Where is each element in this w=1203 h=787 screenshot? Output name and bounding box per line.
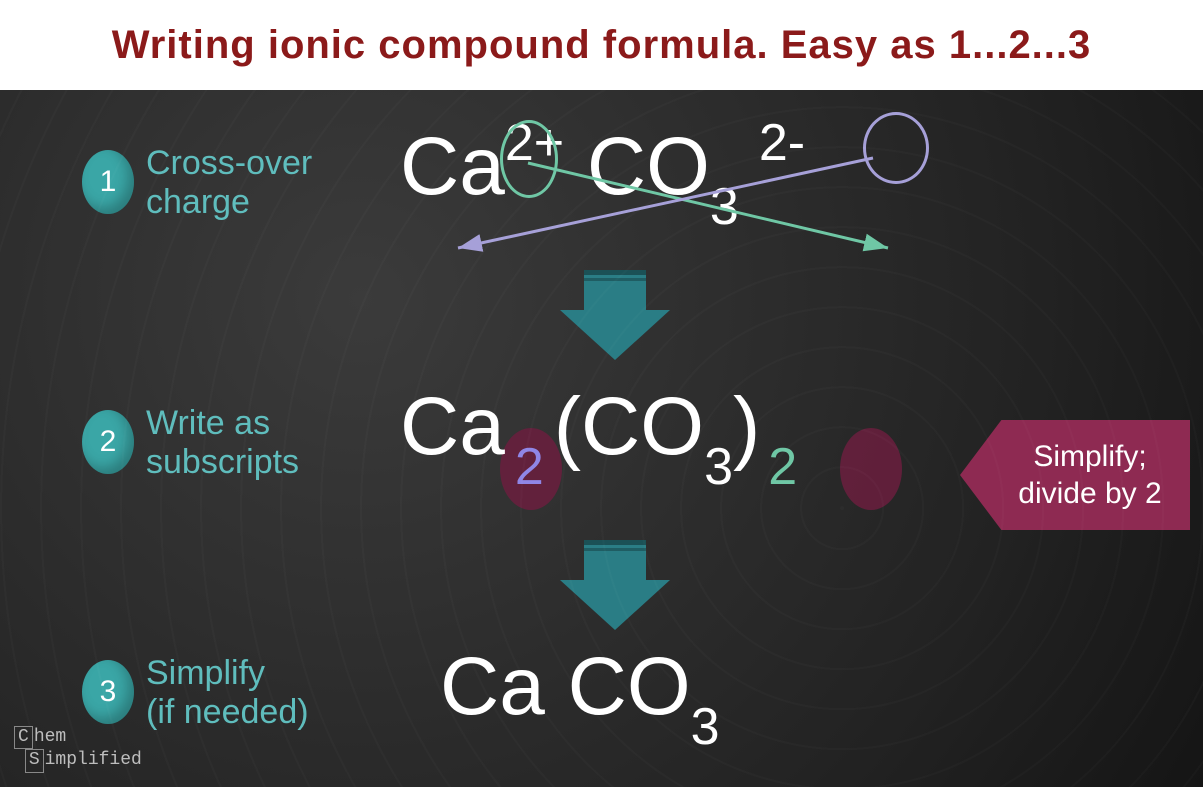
f1-cation: Ca xyxy=(400,121,505,212)
step-badge-1: 1 xyxy=(82,150,134,214)
step-label-1-line2: charge xyxy=(146,183,250,221)
chalkboard: 1 Cross-over charge 2 Write as subscript… xyxy=(0,90,1203,787)
wm-implified: implified xyxy=(45,750,142,770)
f3-co: CO xyxy=(568,641,691,732)
callout-line1: Simplify; xyxy=(1033,440,1146,473)
down-arrow-icon-2 xyxy=(560,540,670,630)
subscript-highlight-2 xyxy=(840,428,902,510)
step-number-1: 1 xyxy=(100,165,117,199)
f1-anion: CO xyxy=(587,121,710,212)
down-arrow-icon-1 xyxy=(560,270,670,360)
formula-step2: Ca2(CO3)2 xyxy=(400,380,805,474)
f3-sub: 3 xyxy=(691,698,720,756)
f1-anion-charge: 2- xyxy=(759,114,805,172)
step-badge-2: 2 xyxy=(82,410,134,474)
formula-step3: Ca CO3 xyxy=(440,640,720,734)
step-label-3: Simplify (if needed) xyxy=(146,654,309,732)
f2-close: ) xyxy=(733,381,760,472)
f2-inner-sub: 3 xyxy=(704,438,733,496)
step-number-2: 2 xyxy=(100,425,117,459)
step-label-3-line1: Simplify xyxy=(146,654,265,692)
step-label-1-line1: Cross-over xyxy=(146,144,312,182)
f2-open: (CO xyxy=(554,381,704,472)
step-label-1: Cross-over charge xyxy=(146,144,312,222)
step-label-2-line1: Write as xyxy=(146,404,270,442)
f2-sub1: 2 xyxy=(505,438,554,496)
step-label-2: Write as subscripts xyxy=(146,404,299,482)
simplify-callout: Simplify; divide by 2 xyxy=(960,420,1190,530)
formula-step1: Ca2+ CO32- xyxy=(400,120,805,214)
page-title: Writing ionic compound formula. Easy as … xyxy=(112,23,1092,68)
callout-line2: divide by 2 xyxy=(1018,477,1161,510)
f2-ca: Ca xyxy=(400,381,505,472)
f3-ca: Ca xyxy=(440,641,568,732)
wm-c: C xyxy=(14,726,33,750)
f1-anion-sub: 3 xyxy=(710,178,739,236)
step-label-2-line2: subscripts xyxy=(146,443,299,481)
wm-hem: hem xyxy=(34,727,66,747)
watermark-logo: Chem Simplified xyxy=(14,726,142,773)
cation-charge-circle xyxy=(500,120,558,198)
f2-sub2: 2 xyxy=(760,438,805,496)
step-label-3-line2: (if needed) xyxy=(146,693,309,731)
step-number-3: 3 xyxy=(100,675,117,709)
step-badge-3: 3 xyxy=(82,660,134,724)
wm-s: S xyxy=(25,749,44,773)
title-bar: Writing ionic compound formula. Easy as … xyxy=(0,0,1203,90)
anion-charge-circle xyxy=(863,112,929,184)
